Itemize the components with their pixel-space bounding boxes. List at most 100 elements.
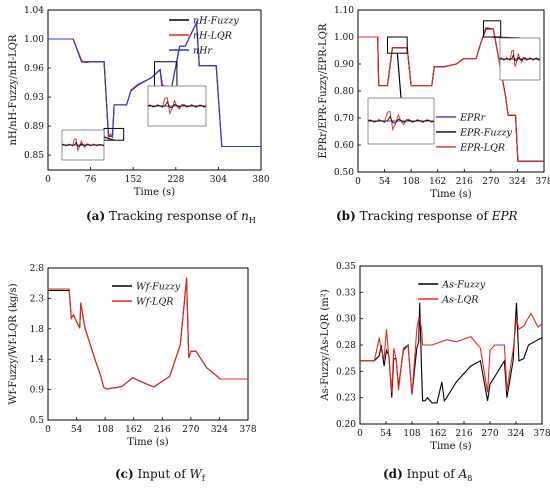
legend-label: nH-Fuzzy [193,16,239,27]
legend-label: nH-LQR [193,31,232,42]
zoom-arrow [396,53,402,99]
x-tick-label: 216 [154,425,171,435]
x-tick-label: 152 [125,175,142,185]
y-tick-label: 1.4 [30,355,45,365]
series-line-lqr [358,26,544,162]
inset-lqr-line [62,138,104,153]
x-tick-label: 324 [211,425,228,435]
inset-fuzzy-line [148,101,206,109]
x-tick-label: 216 [456,177,473,187]
plot-frame [47,267,249,421]
y-tick-label: 1.00 [334,33,354,43]
legend-label: EPR-Fuzzy [459,127,512,138]
x-tick-label: 0 [357,429,363,439]
plot-frame [359,265,543,425]
y-axis-label: nH/nH-Fuzzy/nH-LQR [8,34,19,145]
x-tick-label: 324 [509,177,526,187]
x-axis-label: Time (s) [127,437,168,448]
legend-label: EPRr [459,112,486,123]
inset-lqr-line [148,97,206,116]
legend: nH-Fuzzy nH-LQR nHr [169,16,239,57]
zoom-inset [61,127,125,161]
y-tick-label: 0.96 [24,64,44,74]
captions: (a) Tracking response of nH (b) Tracking… [86,209,518,483]
caption-b: (b) Tracking response of EPR [336,209,518,223]
x-axis-label: Time (s) [430,189,471,200]
zoom-inset [482,20,541,81]
inset-fuzzy-line [500,53,540,62]
y-tick-label: 0.28 [336,341,356,351]
series-line-lqr [360,312,542,395]
chart-panel-a: 0 76 152 228 304 380 0.85 0.89 0.93 0.96 1.00 1.04 T… [8,6,270,198]
caption-d: (d) Input of A8 [383,467,472,483]
x-tick-label: 0 [355,177,361,187]
y-tick-label: 0.89 [24,122,44,132]
y-tick-label: 0.50 [334,168,354,178]
x-tick-label: 304 [210,175,227,185]
y-tick-label: 0.35 [336,262,356,272]
y-tick-label: 1.8 [30,325,45,335]
caption-a: (a) Tracking response of nH [86,209,256,225]
x-tick-label: 270 [182,425,199,435]
x-tick-label: 54 [71,425,83,435]
x-tick-label: 228 [167,175,184,185]
x-tick-label: 378 [533,429,550,439]
legend: As-Fuzzy As-LQR [418,280,486,306]
y-tick-label: 0.9 [30,386,45,396]
legend-label: EPR-LQR [459,142,505,153]
x-tick-label: 76 [85,175,97,185]
x-axis-label: Time (s) [134,187,175,198]
panels: 0 76 152 228 304 380 0.85 0.89 0.93 0.96 1.00 1.04 T… [8,6,550,452]
y-axis-label: As-Fuzzy/As-LQR (m²) [320,289,331,401]
x-tick-label: 54 [379,177,391,187]
y-tick-label: 0.20 [336,420,356,430]
zoom-inset [367,36,435,145]
x-tick-label: 162 [429,177,446,187]
y-tick-label: 0.25 [336,367,356,377]
x-tick-label: 108 [97,425,114,435]
chart-panel-c: 0 54 108 162 216 270 324 378 0.5 0.9 1.4 1.8 2.3 2.8 T… [8,264,257,448]
y-tick-label: 0.80 [334,87,354,97]
x-tick-label: 380 [252,175,269,185]
series-line-ref [48,20,261,148]
legend-label: Wf-Fuzzy [136,282,181,293]
series-line-lqr [48,277,248,390]
y-tick-label: 0.5 [30,416,45,426]
x-tick-label: 378 [535,177,550,187]
y-tick-label: 1.10 [334,6,354,16]
y-tick-label: 0.90 [334,60,354,70]
chart-panel-d: 0 54 108 162 216 270 324 378 0.20 0.23 0.25 0.28 0.3… [320,262,550,452]
y-tick-label: 1.00 [24,35,44,45]
y-axis-label: Wf-Fuzzy/Wf-LQR (kg/s) [8,283,19,404]
y-tick-label: 0.23 [336,394,356,404]
x-tick-label: 270 [481,429,498,439]
x-tick-label: 0 [45,175,51,185]
zoom-inset [147,61,207,127]
x-tick-label: 270 [482,177,499,187]
y-axis-label: EPRr/EPR-Fuzzy/EPR-LQR [318,23,329,158]
y-tick-label: 2.3 [30,294,45,304]
y-tick-label: 0.60 [334,141,354,151]
x-tick-label: 108 [403,177,420,187]
y-tick-label: 2.8 [30,264,45,274]
x-tick-label: 216 [455,429,472,439]
x-tick-label: 108 [403,429,420,439]
legend-label: As-Fuzzy [441,280,486,291]
y-tick-label: 0.33 [336,288,356,298]
plot-frame [357,9,545,173]
y-tick-label: 0.70 [334,114,354,124]
y-tick-label: 0.85 [24,151,44,161]
x-tick-label: 0 [45,425,51,435]
inset-fuzzy-line [368,115,434,124]
x-axis-label: Time (s) [430,441,471,452]
legend: EPRr EPR-Fuzzy EPR-LQR [436,112,513,153]
x-tick-label: 54 [380,429,392,439]
legend-label: Wf-LQR [136,297,173,308]
y-tick-label: 0.30 [336,315,356,325]
x-tick-label: 162 [429,429,446,439]
legend-label: nHr [193,46,213,57]
legend-label: As-LQR [441,295,478,306]
x-tick-label: 324 [507,429,524,439]
caption-c: (c) Input of Wf [115,467,206,483]
